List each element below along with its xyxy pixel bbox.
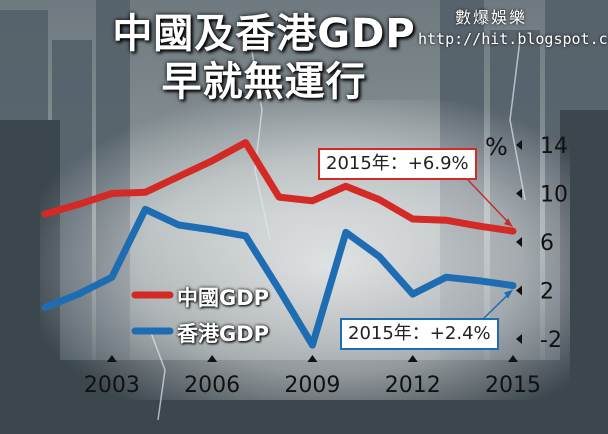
legend-label-china: 中國GDP <box>177 286 270 310</box>
data-point-hk <box>209 227 215 233</box>
y-tick-label: 14 <box>540 134 568 159</box>
annotation-arrowhead-china <box>504 218 513 228</box>
data-point-china <box>142 189 148 195</box>
annotation-arrowhead-hk <box>504 289 513 299</box>
x-tick-marker <box>508 355 518 362</box>
annotation-arrow-hk <box>483 293 510 319</box>
data-point-hk <box>109 274 115 280</box>
x-tick-marker <box>207 355 218 362</box>
data-point-china <box>109 191 115 196</box>
y-tick-marker <box>516 188 522 199</box>
watermark-url: http://hit.blogspot.com <box>418 30 608 48</box>
y-tick-marker <box>516 285 522 296</box>
x-tick-marker <box>106 355 117 362</box>
legend <box>131 291 174 335</box>
y-tick-marker <box>516 140 522 150</box>
x-tick-marker <box>307 355 318 362</box>
y-tick-marker <box>516 237 522 247</box>
data-point-hk <box>477 278 483 284</box>
series-layer <box>41 139 517 349</box>
y-axis: -2 2 6 10 14% <box>485 133 568 353</box>
y-axis-unit: % <box>485 133 508 161</box>
data-point-china <box>477 223 483 229</box>
data-point-hk <box>243 233 249 239</box>
annotation-arrow-china <box>467 179 510 224</box>
chart-title: 中國及香港GDP <box>112 11 416 57</box>
data-point-china <box>75 201 81 207</box>
data-point-hk <box>443 274 449 280</box>
data-point-china <box>176 174 182 179</box>
legend-label-hk: 香港GDP <box>177 322 270 346</box>
y-tick-marker <box>516 334 522 344</box>
y-tick-label: 2 <box>540 280 554 305</box>
x-tick-label: 2009 <box>284 373 340 398</box>
x-tick-label: 2015 <box>485 373 541 398</box>
data-point-china <box>410 216 416 222</box>
data-point-hk <box>309 342 315 348</box>
y-tick-label: 6 <box>540 231 554 256</box>
annotation-hk-2015: 2015年：+2.4% <box>340 318 499 350</box>
data-point-china <box>510 228 516 234</box>
data-point-china <box>42 211 48 217</box>
watermark-name: 數爆娛樂 <box>455 8 528 27</box>
x-tick-label: 2006 <box>184 373 240 398</box>
chart-subtitle: 早就無運行 <box>161 59 367 105</box>
data-point-hk <box>176 222 182 228</box>
data-point-hk <box>410 291 416 297</box>
annotation-china-2015: 2015年：+6.9% <box>318 148 477 180</box>
data-point-hk <box>142 206 148 212</box>
data-point-hk <box>276 286 282 292</box>
y-tick-label: -2 <box>540 328 562 353</box>
data-point-hk <box>343 229 349 235</box>
data-point-china <box>209 158 215 164</box>
data-point-china <box>343 183 349 189</box>
data-point-hk <box>42 305 48 310</box>
data-point-hk <box>510 283 516 289</box>
x-tick-label: 2003 <box>84 373 140 398</box>
data-point-hk <box>75 291 81 297</box>
data-point-hk <box>376 254 382 260</box>
data-point-china <box>243 140 249 146</box>
x-axis: 2003 2006 2009 2012 2015 <box>84 355 541 398</box>
x-tick-label: 2012 <box>385 373 441 398</box>
y-tick-label: 10 <box>540 183 568 208</box>
x-tick-marker <box>407 355 418 362</box>
data-point-china <box>276 194 282 200</box>
data-point-china <box>309 198 315 204</box>
data-point-china <box>443 217 449 223</box>
data-point-china <box>376 197 382 203</box>
